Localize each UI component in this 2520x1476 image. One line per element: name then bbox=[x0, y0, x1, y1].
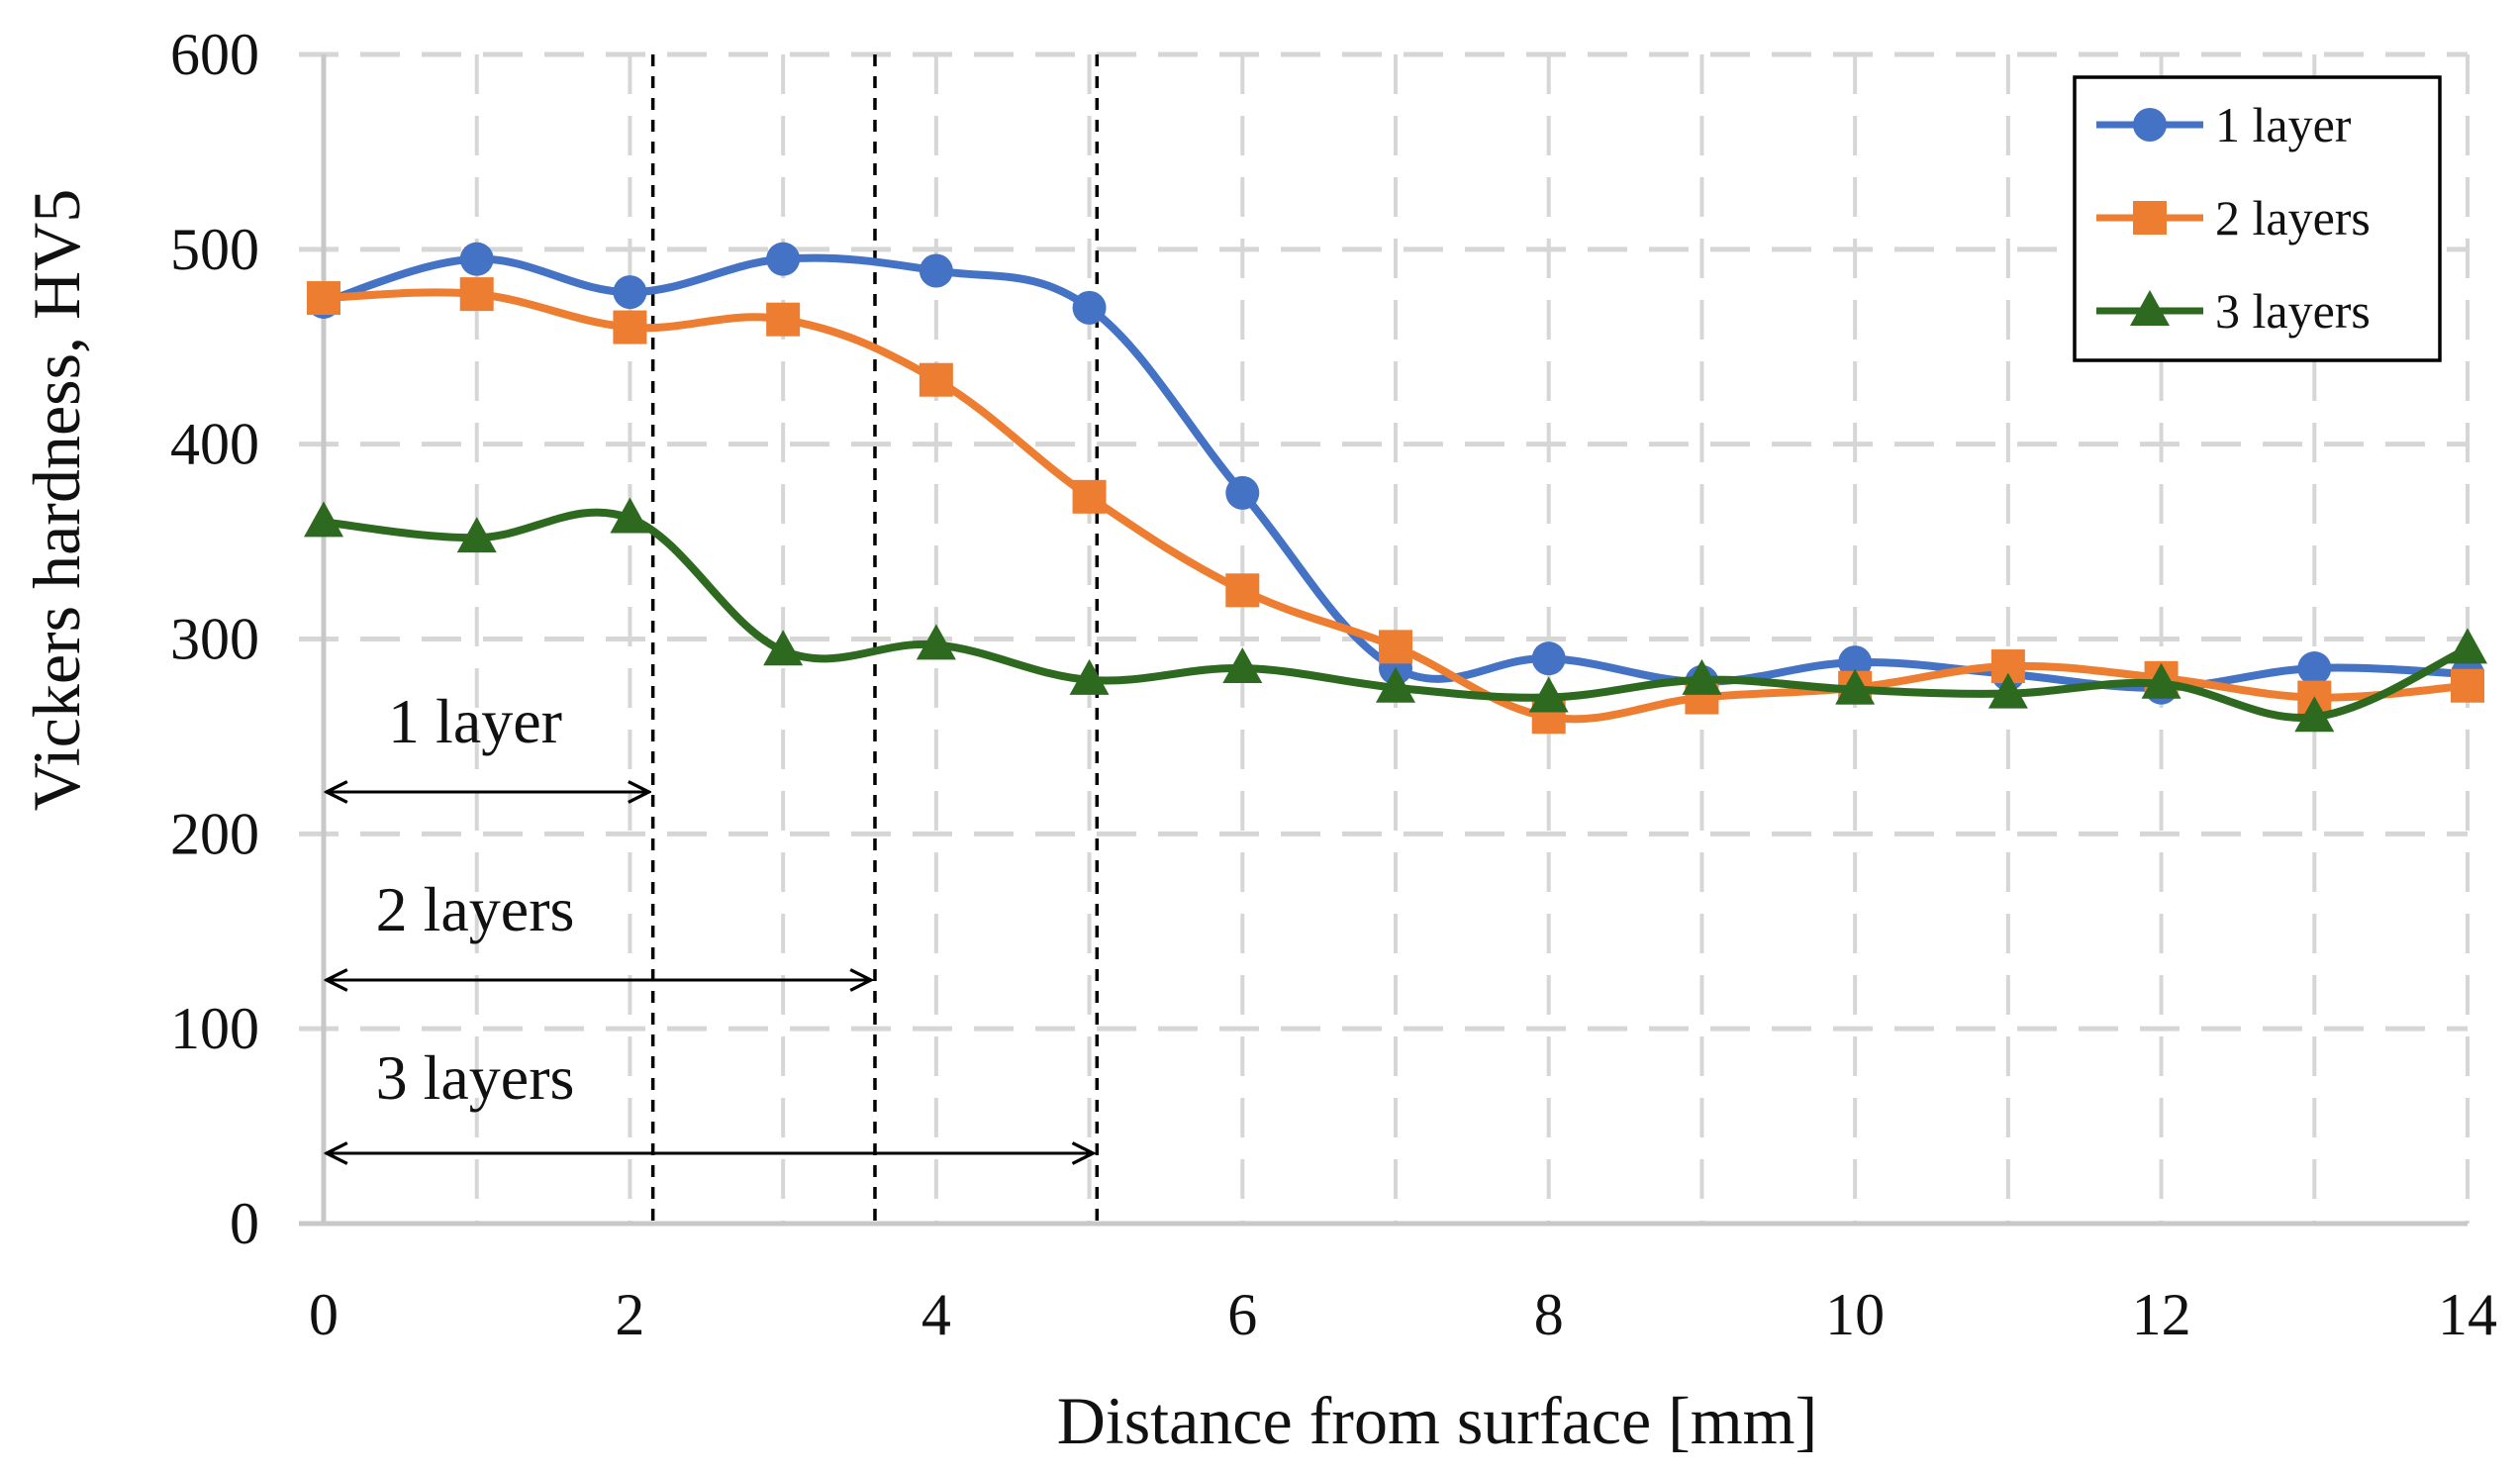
data-point-triangle bbox=[1835, 668, 1876, 705]
data-point-triangle bbox=[1682, 658, 1722, 695]
data-point-circle bbox=[1225, 475, 1260, 510]
data-point-circle bbox=[919, 253, 953, 288]
legend-label: 1 layer bbox=[2215, 97, 2352, 152]
legend: 1 layer 2 layers 3 layers bbox=[2073, 75, 2442, 362]
data-series bbox=[304, 242, 2487, 735]
x-axis-title: Distance from surface [mm] bbox=[1057, 1383, 1817, 1458]
data-point-circle bbox=[766, 242, 801, 276]
axes: 0 100 200 300 400 500 600 0 2 4 6 8 10 12 14 bbox=[170, 22, 2497, 1347]
legend-label: 2 layers bbox=[2215, 190, 2371, 246]
data-point-triangle bbox=[2294, 696, 2335, 733]
data-point-circle bbox=[1838, 645, 1873, 680]
x-tick-label: 2 bbox=[615, 1282, 644, 1347]
legend-label: 3 layers bbox=[2215, 283, 2371, 339]
depth-arrow-label: 1 layer bbox=[388, 686, 562, 756]
data-point-triangle bbox=[916, 624, 956, 660]
data-point-square bbox=[1072, 479, 1107, 514]
data-point-circle bbox=[2297, 651, 2332, 686]
x-tick-label: 0 bbox=[309, 1282, 339, 1347]
data-point-square bbox=[919, 362, 953, 397]
y-tick-label: 200 bbox=[170, 801, 259, 866]
y-tick-label: 300 bbox=[170, 607, 259, 672]
y-tick-label: 500 bbox=[170, 217, 259, 282]
legend-marker-triangle bbox=[2130, 290, 2170, 326]
x-tick-label: 4 bbox=[921, 1282, 951, 1347]
data-point-circle bbox=[613, 275, 647, 310]
y-tick-label: 600 bbox=[170, 22, 259, 87]
data-point-square bbox=[459, 277, 494, 312]
data-point-square bbox=[1379, 630, 1412, 664]
data-point-square bbox=[766, 302, 801, 337]
data-point-circle bbox=[1531, 641, 1566, 676]
x-tick-label: 8 bbox=[1534, 1282, 1564, 1347]
data-point-circle bbox=[1072, 290, 1107, 325]
data-point-triangle bbox=[2448, 628, 2487, 664]
x-tick-label: 10 bbox=[1825, 1282, 1885, 1347]
legend-marker-square bbox=[2133, 201, 2167, 235]
x-tick-label: 12 bbox=[2132, 1282, 2191, 1347]
data-point-triangle bbox=[1222, 647, 1263, 684]
y-tick-label: 100 bbox=[170, 996, 259, 1061]
data-point-triangle bbox=[1987, 672, 2028, 709]
data-point-triangle bbox=[763, 630, 804, 666]
x-tick-label: 6 bbox=[1227, 1282, 1257, 1347]
data-point-square bbox=[1225, 573, 1260, 608]
depth-arrow-label: 3 layers bbox=[376, 1042, 575, 1113]
y-tick-label: 0 bbox=[230, 1191, 259, 1256]
depth-annotations: 1 layer 2 layers 3 layers bbox=[327, 686, 1093, 1153]
data-point-triangle bbox=[456, 517, 497, 553]
data-point-square bbox=[307, 281, 340, 316]
data-point-triangle bbox=[1528, 676, 1569, 713]
data-point-square bbox=[613, 310, 647, 344]
series-3 bbox=[304, 497, 2487, 733]
data-point-triangle bbox=[304, 501, 343, 538]
data-point-triangle bbox=[610, 497, 650, 534]
x-tick-label: 14 bbox=[2438, 1282, 2497, 1347]
y-axis-title: Vickers hardness, HV5 bbox=[19, 189, 94, 812]
y-tick-label: 400 bbox=[170, 412, 259, 477]
data-point-triangle bbox=[1069, 658, 1110, 695]
data-point-circle bbox=[459, 242, 494, 276]
legend-marker-circle bbox=[2133, 108, 2167, 142]
data-point-square bbox=[2451, 668, 2484, 703]
depth-arrow-label: 2 layers bbox=[376, 874, 575, 944]
data-point-triangle bbox=[2141, 662, 2181, 699]
data-point-triangle bbox=[1376, 666, 1415, 703]
